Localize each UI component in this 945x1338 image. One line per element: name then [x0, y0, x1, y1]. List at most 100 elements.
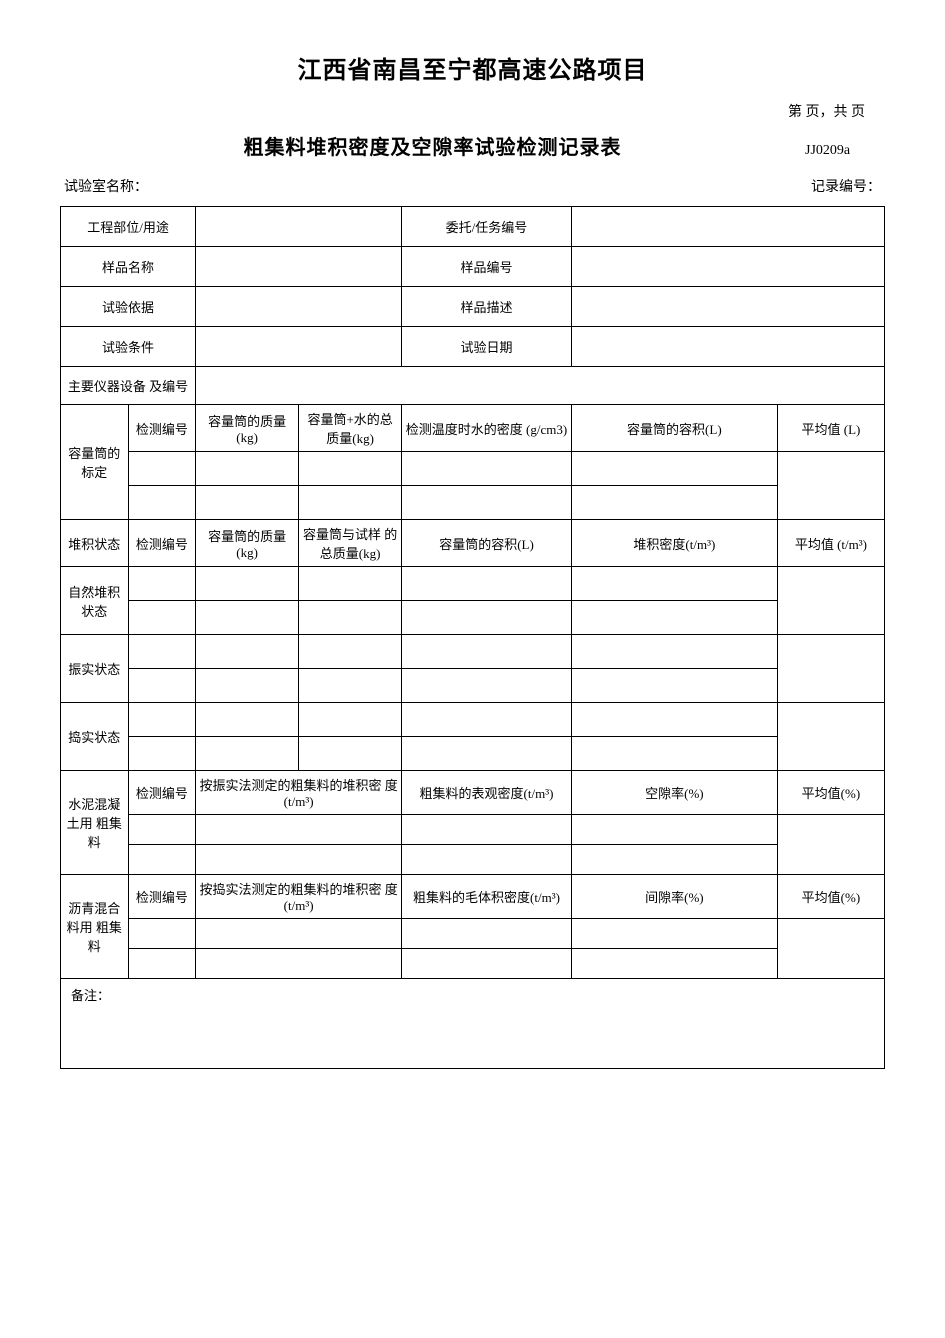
cell-d-0-d1	[196, 919, 402, 949]
cell-d-1-d2	[402, 949, 572, 979]
label-section-a: 容量筒的 标定	[61, 405, 129, 520]
cell-b2-0-m2	[299, 703, 402, 737]
value-project-part	[196, 207, 402, 247]
col-a-detect-no: 检测编号	[128, 405, 196, 452]
page-number: 第 页，共 页	[60, 101, 885, 121]
value-entrust-no	[571, 207, 884, 247]
col-a-avg: 平均值 (L)	[777, 405, 884, 452]
col-b-cyl-mass: 容量筒的质量 (kg)	[196, 520, 299, 567]
value-test-date	[571, 327, 884, 367]
cell-c-1-v	[571, 845, 777, 875]
cell-b1-0-no	[128, 635, 196, 669]
cell-b1-0-m2	[299, 635, 402, 669]
cell-b0-0-d	[571, 567, 777, 601]
cell-c-1-d1	[196, 845, 402, 875]
record-table: 工程部位/用途 委托/任务编号 样品名称 样品编号 试验依据 样品描述 试验条件…	[60, 206, 885, 1069]
value-sample-desc	[571, 287, 884, 327]
col-b-avg: 平均值 (t/m³)	[777, 520, 884, 567]
label-sample-no: 样品编号	[402, 247, 572, 287]
col-b-detect-no: 检测编号	[128, 520, 196, 567]
cell-b0-0-no	[128, 567, 196, 601]
col-b-cyl-sample-mass: 容量筒与试样 的总质量(kg)	[299, 520, 402, 567]
label-instrument: 主要仪器设备 及编号	[61, 367, 196, 405]
cell-a-0-no	[128, 452, 196, 486]
label-section-d: 沥青混合 料用 粗集料	[61, 875, 129, 979]
cell-b0-1-d	[571, 601, 777, 635]
label-group-tamped: 捣实状态	[61, 703, 129, 771]
form-code: JJ0209a	[805, 143, 885, 159]
remarks-cell: 备注：	[61, 979, 885, 1069]
label-group-vibrated: 振实状态	[61, 635, 129, 703]
cell-b2-0-no	[128, 703, 196, 737]
cell-b0-1-m2	[299, 601, 402, 635]
cell-c-avg	[777, 815, 884, 875]
remarks-label: 备注：	[71, 988, 110, 1003]
cell-b0-1-no	[128, 601, 196, 635]
cell-d-avg	[777, 919, 884, 979]
cell-b2-1-v	[402, 737, 572, 771]
cell-a-0-v	[571, 452, 777, 486]
cell-a-avg	[777, 452, 884, 520]
label-section-b: 堆积状态	[61, 520, 129, 567]
cell-b2-0-d	[571, 703, 777, 737]
col-b-bulk-density: 堆积密度(t/m³)	[571, 520, 777, 567]
col-d-bulk-density: 粗集料的毛体积密度(t/m³)	[402, 875, 572, 919]
col-d-detect-no: 检测编号	[128, 875, 196, 919]
col-d-gap: 间隙率(%)	[571, 875, 777, 919]
col-c-vib-density: 按振实法测定的粗集料的堆积密 度(t/m³)	[196, 771, 402, 815]
col-a-cyl-mass: 容量筒的质量 (kg)	[196, 405, 299, 452]
cell-d-1-v	[571, 949, 777, 979]
cell-b1-1-v	[402, 669, 572, 703]
col-a-cyl-vol: 容量筒的容积(L)	[571, 405, 777, 452]
cell-d-1-no	[128, 949, 196, 979]
cell-b2-1-d	[571, 737, 777, 771]
value-instrument	[196, 367, 885, 405]
cell-d-0-no	[128, 919, 196, 949]
cell-b2-1-no	[128, 737, 196, 771]
label-test-cond: 试验条件	[61, 327, 196, 367]
label-test-basis: 试验依据	[61, 287, 196, 327]
cell-d-1-d1	[196, 949, 402, 979]
cell-b1-1-m2	[299, 669, 402, 703]
cell-c-1-no	[128, 845, 196, 875]
col-a-water-density: 检测温度时水的密度 (g/cm3)	[402, 405, 572, 452]
cell-b0-0-v	[402, 567, 572, 601]
label-project-part: 工程部位/用途	[61, 207, 196, 247]
cell-a-0-d	[402, 452, 572, 486]
col-d-avg: 平均值(%)	[777, 875, 884, 919]
record-no-label: 记录编号：	[811, 176, 881, 196]
cell-a-1-no	[128, 486, 196, 520]
cell-c-0-no	[128, 815, 196, 845]
sub-title: 粗集料堆积密度及空隙率试验检测记录表	[60, 131, 805, 160]
col-d-tamp-density: 按捣实法测定的粗集料的堆积密 度(t/m³)	[196, 875, 402, 919]
col-c-void: 空隙率(%)	[571, 771, 777, 815]
cell-d-0-d2	[402, 919, 572, 949]
cell-b0-0-m2	[299, 567, 402, 601]
value-sample-no	[571, 247, 884, 287]
cell-b1-1-d	[571, 669, 777, 703]
label-sample-name: 样品名称	[61, 247, 196, 287]
cell-b1-avg	[777, 635, 884, 703]
main-title: 江西省南昌至宁都高速公路项目	[60, 50, 885, 85]
label-sample-desc: 样品描述	[402, 287, 572, 327]
cell-c-0-d1	[196, 815, 402, 845]
col-a-cyl-water-mass: 容量筒+水的总 质量(kg)	[299, 405, 402, 452]
lab-name-label: 试验室名称：	[64, 176, 148, 196]
label-group-natural: 自然堆积 状态	[61, 567, 129, 635]
cell-b2-1-m2	[299, 737, 402, 771]
cell-b0-1-m1	[196, 601, 299, 635]
cell-b0-avg	[777, 567, 884, 635]
cell-b2-0-m1	[196, 703, 299, 737]
label-entrust-no: 委托/任务编号	[402, 207, 572, 247]
label-section-c: 水泥混凝 土用 粗集料	[61, 771, 129, 875]
cell-b0-1-v	[402, 601, 572, 635]
cell-b1-0-v	[402, 635, 572, 669]
cell-c-0-v	[571, 815, 777, 845]
value-sample-name	[196, 247, 402, 287]
col-c-detect-no: 检测编号	[128, 771, 196, 815]
cell-b2-1-m1	[196, 737, 299, 771]
cell-b1-0-m1	[196, 635, 299, 669]
cell-a-0-m2	[299, 452, 402, 486]
cell-a-1-m1	[196, 486, 299, 520]
cell-c-0-d2	[402, 815, 572, 845]
